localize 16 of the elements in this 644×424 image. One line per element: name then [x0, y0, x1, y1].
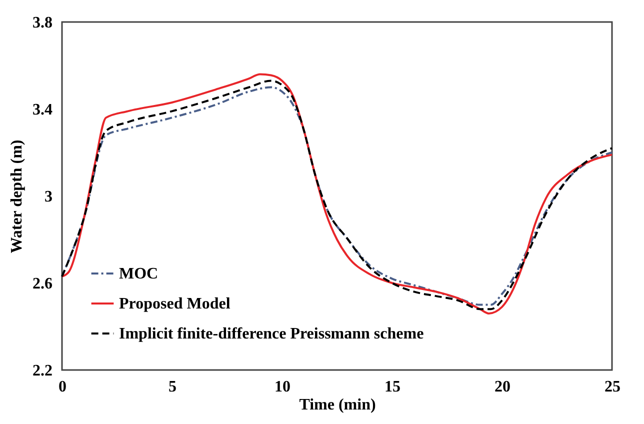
- y-tick-label: 3.8: [32, 14, 52, 32]
- x-tick-label: 15: [384, 378, 400, 396]
- legend-label: Proposed Model: [119, 296, 231, 312]
- y-axis-title: Water depth (m): [8, 140, 26, 254]
- x-tick-label: 5: [168, 378, 176, 396]
- y-tick-label: 2.2: [32, 362, 52, 380]
- x-tick-label: 0: [58, 378, 66, 396]
- x-tick-label: 10: [274, 378, 290, 396]
- y-tick-label: 3: [44, 188, 52, 206]
- legend-label: Implicit finite-difference Preissmann scheme: [119, 326, 424, 342]
- x-tick-label: 25: [604, 378, 620, 396]
- legend-label: MOC: [119, 266, 158, 282]
- x-tick-label: 20: [494, 378, 510, 396]
- y-tick-label: 2.6: [32, 276, 52, 292]
- x-axis-title: Time (min): [299, 396, 376, 414]
- y-tick-label: 3.4: [32, 102, 52, 118]
